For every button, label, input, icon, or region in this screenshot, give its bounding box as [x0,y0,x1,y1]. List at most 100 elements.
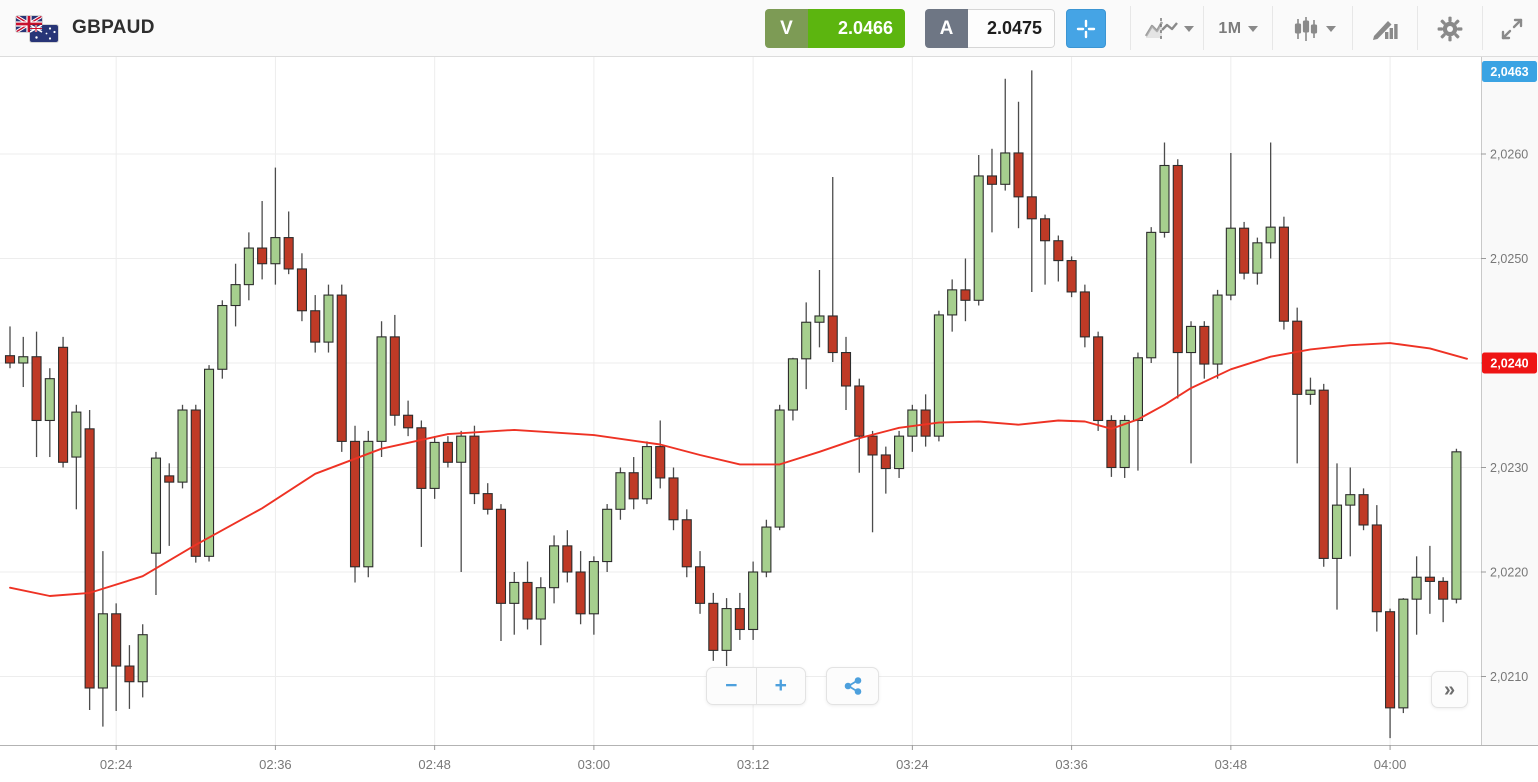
candle [1371,524,1382,613]
candle [933,314,944,437]
candle [416,427,427,489]
share-icon [844,677,861,695]
crosshair-button[interactable] [1066,9,1106,48]
candle [403,414,414,429]
candle [1424,576,1435,582]
zoom-in-button[interactable]: + [757,668,806,704]
draw-indicator-icon [1373,20,1398,40]
candle [1292,320,1303,395]
candle [748,571,759,631]
price-tick-label: 2,0230 [1490,461,1528,475]
zoom-out-button[interactable]: − [707,668,756,704]
chart-area[interactable]: 2,0260 2,0250 2,0240 2,0230 2,0220 2,0210 2,04… [0,57,1538,782]
candle [257,247,268,265]
time-tick-label: 03:12 [737,757,770,772]
candle [734,608,745,631]
candle [84,428,95,689]
candle [602,508,613,563]
candle [787,358,798,411]
candle [522,581,533,620]
candle [588,560,599,615]
candles [4,70,1462,739]
candle [1053,240,1064,262]
candle [469,435,480,495]
candle [801,321,812,360]
candle [1013,152,1024,198]
draw-indicator-button[interactable] [1360,9,1410,48]
candle [509,581,520,604]
candle [681,519,692,568]
sell-tag: V [765,9,808,48]
candle [641,446,653,500]
share-button[interactable] [826,667,879,705]
candle [1026,196,1037,220]
candle [336,294,347,442]
time-axis: 02:24 02:36 02:48 03:00 03:12 03:24 03:36 03:48… [0,745,1538,772]
candle [655,446,666,479]
toolbar-divider [1482,6,1483,50]
fullscreen-expand-icon [1501,18,1523,39]
candle [1119,419,1130,469]
candle [880,454,891,470]
scroll-to-latest-button[interactable]: » [1431,671,1468,708]
candle [1331,504,1343,559]
symbol-title: GBPAUD [72,17,155,38]
candle [1411,576,1422,600]
toolbar-divider [1352,6,1353,50]
candle [442,441,453,463]
candle [1278,226,1289,322]
time-tick-label: 04:00 [1374,757,1407,772]
candle [190,409,201,557]
candle [97,613,108,689]
candle [1358,494,1369,526]
compare-charts-button[interactable] [1138,9,1200,48]
sell-button[interactable]: V 2.0466 [765,9,905,48]
moving-average-line [9,342,1468,597]
candle [615,472,626,510]
candle [549,545,560,589]
candle [376,336,387,442]
candle [1451,451,1462,600]
toolbar-divider [1203,6,1204,50]
settings-gear-icon [1437,16,1463,41]
fullscreen-button[interactable] [1490,9,1534,48]
time-tick-label: 03:36 [1055,757,1088,772]
candle [562,545,573,573]
candle [137,634,148,683]
candle [708,602,719,651]
buy-price: 2.0475 [968,9,1055,48]
time-tick-label: 02:24 [100,757,133,772]
ma-price-badge: 2,0240 [1482,352,1537,374]
candle [1093,336,1104,422]
instrument-flags [16,16,62,43]
timeframe-button[interactable]: 1M [1211,9,1265,48]
chevron-down-icon [1326,25,1336,32]
candle [389,336,400,416]
candle [58,346,69,463]
chart-type-button[interactable] [1283,9,1345,48]
sell-price: 2.0466 [808,9,905,48]
candle [482,493,493,510]
buy-button[interactable]: A 2.0475 [925,9,1055,48]
candle [150,457,162,554]
candle [1199,325,1210,365]
price-tick-label: 2,0250 [1490,252,1528,266]
toolbar: GBPAUD V 2.0466 A 2.0475 [0,0,1538,57]
buy-tag: A [925,9,968,48]
candle [535,587,546,620]
time-tick-label: 03:24 [896,757,929,772]
candle [1385,611,1396,709]
chevron-down-icon [1247,25,1258,32]
candle [1132,357,1143,422]
settings-button[interactable] [1425,9,1475,48]
uk-flag-icon [16,16,42,32]
time-tick-label: 03:00 [578,757,611,772]
candle [429,441,440,489]
candle [774,409,785,528]
candle [1225,227,1236,296]
candle [721,608,732,651]
candle [204,368,215,557]
candle [71,411,82,458]
candle [1345,494,1356,506]
